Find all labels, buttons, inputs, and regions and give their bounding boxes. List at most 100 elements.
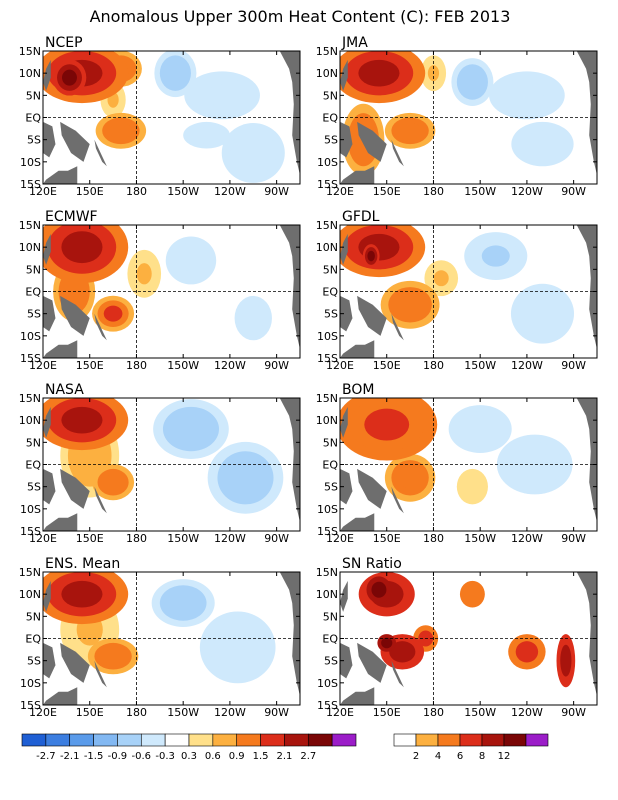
heat-blob (560, 644, 572, 677)
heat-blob (433, 270, 449, 287)
land-mass (279, 398, 300, 523)
legend-swatch (140, 733, 166, 747)
y-tick-label: 5S (324, 308, 338, 321)
y-tick-label: 15S (317, 699, 338, 712)
y-tick-label: 15N (316, 45, 338, 58)
legend-label: 2.7 (300, 751, 316, 762)
legend-swatch (164, 733, 190, 747)
panel-title: NCEP (45, 35, 83, 51)
y-tick-label: 5N (323, 89, 338, 102)
heat-blob (62, 69, 77, 86)
x-tick-label: 150W (464, 532, 496, 545)
x-tick-label: 150E (76, 532, 104, 545)
y-tick-label: 10N (19, 414, 41, 427)
heat-blob (381, 637, 393, 649)
x-tick-label: 150E (373, 359, 401, 372)
y-tick-label: 5N (323, 610, 338, 623)
panel-title: ECMWF (45, 209, 98, 225)
legend-swatch (212, 733, 238, 747)
legend-label: 1.5 (253, 751, 269, 762)
heat-blob (179, 249, 203, 272)
y-tick-label: EQ (25, 459, 41, 472)
y-tick-label: 10N (316, 588, 338, 601)
heat-blob (463, 476, 482, 498)
y-tick-label: EQ (322, 112, 338, 125)
x-tick-label: 150E (373, 706, 401, 719)
y-tick-label: 10S (317, 677, 338, 690)
land-mass (391, 313, 404, 341)
legend-swatch (236, 733, 261, 747)
y-tick-label: 15N (19, 392, 41, 405)
land-mass (43, 121, 56, 158)
y-tick-label: 5S (324, 655, 338, 668)
x-tick-label: 90W (561, 532, 586, 545)
y-tick-label: 10N (19, 241, 41, 254)
x-tick-label: 180 (126, 706, 147, 719)
y-tick-label: 15N (316, 392, 338, 405)
heat-blob (358, 59, 400, 87)
panel-ecmwf: 120E 150E 180 150W 120W 90W 15N 10N 5N EQ 5S 10S 15S… (19, 209, 301, 372)
heat-blob (242, 304, 265, 332)
land-mass (576, 225, 597, 350)
x-tick-label: 180 (423, 359, 444, 372)
legend-swatch (393, 733, 417, 747)
land-mass (340, 513, 375, 531)
y-tick-label: 10S (20, 330, 41, 343)
heat-blob (228, 461, 263, 494)
y-tick-label: 15N (316, 219, 338, 232)
heat-blob (523, 130, 562, 158)
y-tick-label: 10S (317, 156, 338, 169)
legend-label: -1.5 (84, 751, 104, 762)
y-tick-label: EQ (25, 286, 41, 299)
y-tick-label: 5S (27, 481, 41, 494)
land-mass (340, 295, 353, 332)
x-tick-label: 150W (167, 185, 199, 198)
panel-title: NASA (45, 382, 84, 398)
x-tick-label: 180 (126, 359, 147, 372)
panel-bom: 120E 150E 180 150W 120W 90W 15N 10N 5N EQ 5S 10S 15S… (316, 382, 598, 545)
y-tick-label: 10S (20, 503, 41, 516)
y-tick-label: 5S (27, 655, 41, 668)
panel-nasa: 120E 150E 180 150W 120W 90W 15N 10N 5N EQ 5S 10S 15S… (19, 382, 301, 545)
y-tick-label: 10N (316, 241, 338, 254)
land-mass (279, 572, 300, 697)
land-mass (340, 468, 353, 505)
heat-blob (389, 641, 416, 663)
y-tick-label: 15S (20, 178, 41, 191)
legend-label: 0.3 (181, 751, 197, 762)
heat-blob (61, 580, 103, 608)
land-mass (43, 166, 78, 184)
land-mass (576, 51, 597, 176)
x-tick-label: 150E (76, 706, 104, 719)
y-tick-label: 5S (27, 308, 41, 321)
land-mass (43, 406, 51, 438)
y-tick-label: 15N (19, 566, 41, 579)
y-tick-label: 15S (20, 699, 41, 712)
panel-jma: 120E 150E 180 150W 120W 90W 15N 10N 5N EQ 5S 10S 15S… (316, 35, 598, 198)
x-tick-label: 90W (264, 532, 289, 545)
y-tick-label: EQ (322, 633, 338, 646)
legend-label: 6 (457, 751, 463, 762)
legend-swatch (415, 733, 439, 747)
x-tick-label: 120W (214, 185, 246, 198)
heat-blob (101, 648, 125, 665)
heat-blob (136, 263, 152, 285)
y-tick-label: 10S (317, 503, 338, 516)
land-mass (279, 225, 300, 350)
legend-anomaly: -2.7 -2.1 -1.5 -0.9 -0.6 -0.3 0.3 0.6 0.9 1.5 2.1 2… (21, 733, 357, 762)
land-mass (94, 486, 107, 514)
y-tick-label: 5N (26, 89, 41, 102)
land-mass (43, 340, 78, 358)
y-tick-label: 10S (20, 156, 41, 169)
x-tick-label: 180 (423, 185, 444, 198)
land-mass (43, 233, 51, 265)
land-mass (43, 642, 56, 679)
x-tick-label: 120E (29, 359, 57, 372)
heat-blob (466, 418, 495, 440)
land-mass (94, 139, 107, 167)
x-tick-label: 150E (76, 359, 104, 372)
land-mass (43, 59, 51, 91)
heat-blob (464, 586, 480, 603)
heat-blob (398, 122, 422, 139)
land-mass (340, 687, 375, 705)
